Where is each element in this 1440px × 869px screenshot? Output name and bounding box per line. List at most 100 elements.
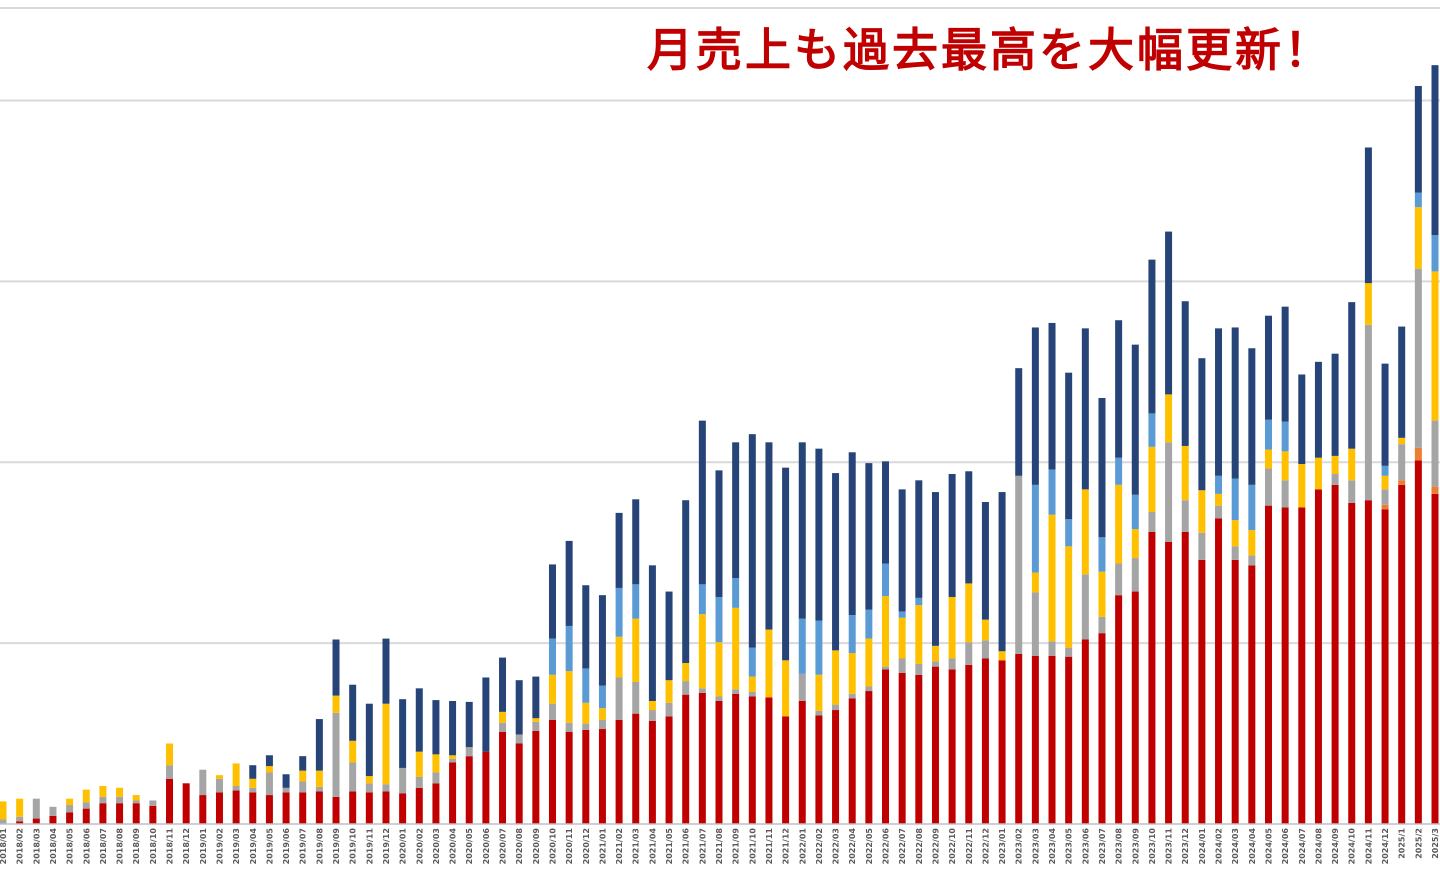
bar-segment-2021-10-s5 (748, 647, 756, 677)
bar-segment-2018-05-s3 (66, 805, 74, 813)
bar-segment-2024-07-s4 (1298, 464, 1306, 508)
x-tick-label: 2021/11 (765, 828, 774, 865)
x-tick-label: 2021/05 (665, 828, 674, 865)
x-tick-label: 2019/12 (382, 828, 391, 864)
bar-segment-2022-05-s3 (865, 686, 873, 692)
bar-segment-2024-08-s4 (1314, 457, 1322, 490)
bar-segment-2024-03-s4 (1231, 520, 1239, 547)
bar-segment-2023-11-s3 (1165, 442, 1173, 542)
bar-segment-2023-06-s3 (1081, 574, 1089, 640)
bar-segment-2019-12-s1 (382, 791, 390, 824)
bar-segment-2024-07-s1 (1298, 507, 1306, 824)
bar-segment-2018-02-s3 (16, 816, 24, 822)
bar-segment-2018-10-s1 (149, 805, 157, 824)
bar-segment-2020-01-s3 (399, 767, 407, 794)
bar-segment-2022-01-s6 (798, 442, 806, 619)
bar-segment-2018-06-s3 (82, 802, 90, 809)
bar-segment-2023-07-s6 (1098, 398, 1106, 538)
bar-segment-2023-08-s6 (1115, 320, 1123, 458)
bar-segment-2021-11-s6 (765, 442, 773, 630)
bar-segment-2024-06-s1 (1281, 507, 1289, 824)
bar-segment-2022-04-s4 (848, 653, 856, 694)
bar-segment-2018-01-s4 (0, 801, 7, 820)
bar-segment-2025-2-s6 (1414, 85, 1422, 193)
bar-segment-2023-09-s1 (1131, 591, 1139, 824)
bar-segment-2020-10-s5 (548, 638, 556, 675)
bar-segment-2024-05-s1 (1264, 505, 1272, 824)
bar-segment-2022-06-s3 (882, 666, 890, 670)
x-tick-label: 2018/10 (149, 828, 158, 865)
bar-segment-2019-11-s1 (365, 792, 373, 824)
bar-segment-2020-10-s4 (548, 674, 556, 704)
x-tick-label: 2024/12 (1381, 828, 1390, 864)
bar-segment-2024-06-s5 (1281, 421, 1289, 452)
bar-segment-2024-04-s6 (1248, 348, 1256, 485)
bar-segment-2021-01-s1 (598, 729, 606, 824)
bar-segment-2018-08-s3 (116, 796, 124, 804)
bar-segment-2018-07-s4 (99, 786, 107, 797)
bar-segment-2018-05-s4 (66, 798, 74, 806)
x-tick-label: 2020/11 (565, 828, 574, 865)
bar-segment-2018-09-s1 (132, 803, 140, 824)
x-tick-label: 2018/04 (49, 828, 58, 865)
bar-segment-2019-03-s1 (232, 790, 240, 824)
bar-segment-2020-11-s5 (565, 625, 573, 672)
bar-segment-2023-04-s1 (1048, 655, 1056, 824)
bar-segment-2023-11-s6 (1165, 231, 1173, 395)
bar-segment-2024-11-s3 (1364, 324, 1372, 501)
bar-segment-2019-05-s6 (265, 755, 273, 767)
bar-segment-2022-10-s4 (948, 596, 956, 659)
bar-segment-2020-12-s3 (582, 723, 590, 730)
bar-segment-2024-10-s6 (1348, 302, 1356, 449)
bar-segment-2021-05-s4 (665, 680, 673, 703)
bar-segment-2018-09-s3 (132, 800, 140, 804)
x-tick-label: 2019/08 (315, 828, 324, 865)
bar-segment-2020-08-s3 (515, 734, 523, 744)
bar-segment-2019-05-s4 (265, 766, 273, 773)
bar-segment-2024-10-s3 (1348, 480, 1356, 503)
bar-segment-2024-06-s4 (1281, 451, 1289, 481)
bar-segment-2021-01-s6 (598, 595, 606, 686)
bar-segment-2021-03-s4 (632, 618, 640, 682)
bar-segment-2024-10-s4 (1348, 448, 1356, 481)
bar-segment-2022-12-s4 (981, 619, 989, 641)
bar-segment-2025-1-s4 (1398, 437, 1406, 445)
bar-segment-2018-08-s1 (116, 803, 124, 824)
bar-segment-2022-04-s3 (848, 693, 856, 699)
bar-segment-2025-2-s2 (1414, 447, 1422, 461)
bar-segment-2020-10-s1 (548, 719, 556, 824)
bar-segment-2024-05-s6 (1264, 315, 1272, 420)
bar-segment-2022-06-s4 (882, 596, 890, 667)
bar-segment-2021-12-s4 (782, 660, 790, 717)
bar-segment-2019-04-s1 (249, 792, 257, 824)
bar-segment-2019-03-s4 (232, 763, 240, 787)
bar-segment-2023-12-s3 (1181, 500, 1189, 532)
bar-segment-2022-07-s3 (898, 658, 906, 673)
bar-segment-2022-06-s5 (882, 563, 890, 597)
x-tick-label: 2023/09 (1131, 828, 1140, 865)
bar-segment-2021-10-s3 (748, 691, 756, 697)
bar-segment-2021-01-s4 (598, 708, 606, 720)
bar-segment-2019-04-s4 (249, 778, 257, 788)
x-tick-label: 2018/08 (116, 828, 125, 865)
bar-segment-2019-12-s4 (382, 703, 390, 785)
bar-segment-2023-06-s6 (1081, 328, 1089, 490)
bar-segment-2019-09-s6 (332, 639, 340, 696)
bar-segment-2018-03-s3 (32, 798, 40, 819)
x-tick-label: 2024/10 (1348, 828, 1357, 865)
bar-segment-2024-09-s1 (1331, 484, 1339, 824)
bar-segment-2025-3-s6 (1431, 65, 1439, 236)
bar-segment-2024-06-s3 (1281, 480, 1289, 508)
x-tick-label: 2019/09 (332, 828, 341, 865)
bar-segment-2019-11-s4 (365, 776, 373, 784)
bar-segment-2019-08-s4 (315, 770, 323, 787)
x-tick-label: 2019/05 (265, 828, 274, 865)
bar-segment-2019-05-s3 (265, 772, 273, 796)
x-tick-label: 2022/05 (865, 828, 874, 865)
x-tick-label: 2018/02 (16, 828, 25, 864)
bar-segment-2019-04-s3 (249, 787, 257, 793)
x-tick-label: 2021/08 (715, 828, 724, 865)
x-tick-label: 2024/09 (1331, 828, 1340, 865)
bar-segment-2021-06-s3 (682, 681, 690, 695)
